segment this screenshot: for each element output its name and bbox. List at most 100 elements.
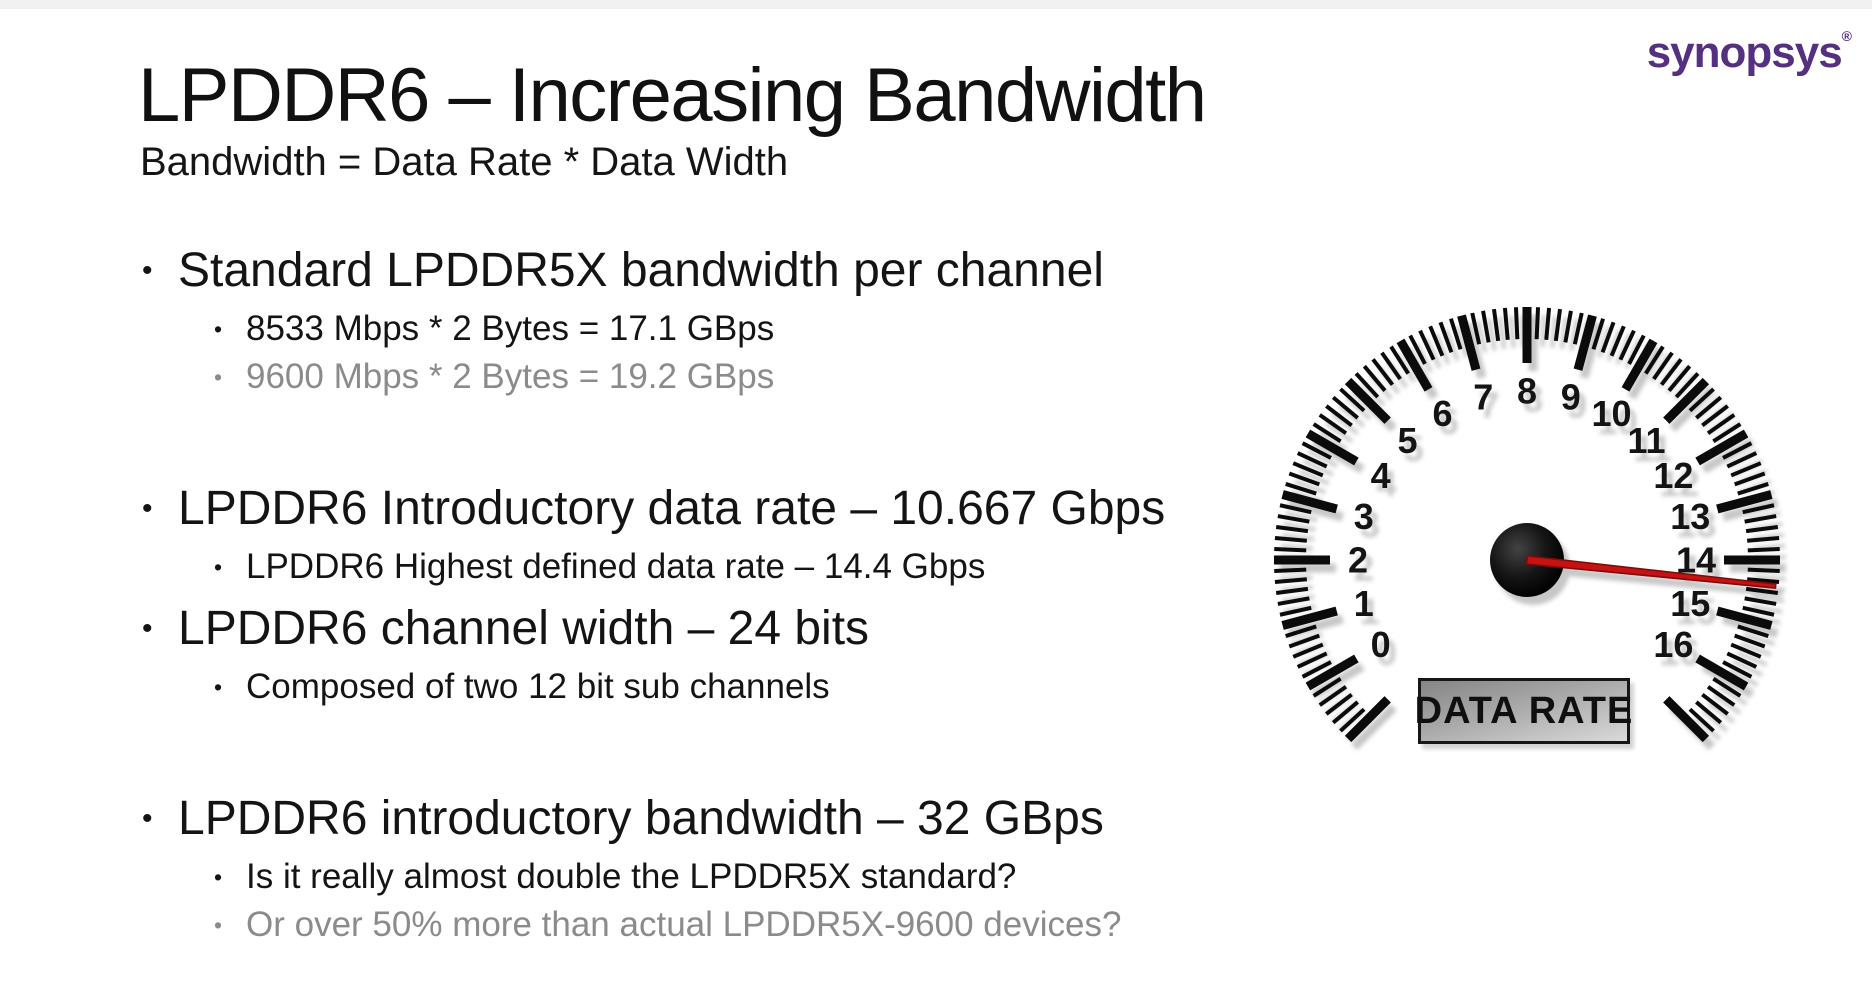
gauge-major-tick	[1716, 606, 1773, 630]
gauge-label: DATA RATE	[1414, 689, 1634, 732]
gauge-minor-tick	[1627, 334, 1646, 365]
gauge-minor-tick	[1695, 700, 1723, 725]
gauge-minor-tick	[1513, 307, 1520, 340]
gauge-minor-tick	[1292, 461, 1324, 478]
sub-bullet-icon: •	[214, 316, 223, 342]
bullet-section: • Standard LPDDR5X bandwidth per channel •…	[142, 243, 1282, 401]
gauge-minor-tick	[1746, 577, 1780, 585]
gauge-tick-label: 13	[1670, 496, 1710, 537]
gauge-minor-tick	[1745, 586, 1779, 596]
gauge-minor-tick	[1274, 535, 1308, 543]
gauge-tick-label: 8	[1517, 371, 1537, 412]
bullet-text: LPDDR6 introductory bandwidth – 32 GBps	[178, 792, 1104, 845]
page-subtitle: Bandwidth = Data Rate * Data Width	[140, 140, 789, 184]
gauge-minor-tick	[1544, 307, 1552, 341]
bullet-group: • LPDDR6 Introductory data rate – 10.667 …	[142, 481, 1282, 591]
gauge-tick-label: 6	[1432, 393, 1452, 434]
gauge-minor-tick	[1274, 577, 1308, 585]
sub-bullet-icon: •	[214, 554, 223, 580]
gauge-minor-tick	[1502, 307, 1510, 341]
gauge-minor-tick	[1730, 642, 1762, 659]
gauge-minor-tick	[1674, 372, 1700, 399]
gauge-major-tick	[1716, 490, 1773, 514]
gauge-minor-tick	[1744, 514, 1777, 524]
sub-bullet-text: Is it really almost double the LPDDR5X s…	[246, 857, 1017, 896]
gauge-minor-tick	[1491, 308, 1501, 342]
gauge-minor-tick	[1744, 596, 1777, 606]
gauge-minor-tick	[1722, 660, 1753, 679]
registered-trademark-icon: ®	[1841, 28, 1852, 44]
bullet-item: • LPDDR6 channel width – 24 bits	[142, 601, 1282, 657]
bullet-item: • LPDDR6 introductory bandwidth – 32 GBps	[142, 791, 1282, 847]
page-title: LPDDR6 – Increasing Bandwidth	[138, 53, 1207, 138]
gauge-minor-tick	[1667, 364, 1692, 392]
gauge-minor-tick	[1285, 624, 1317, 638]
gauge-minor-tick	[1737, 624, 1769, 638]
gauge-minor-tick	[1609, 325, 1626, 357]
gauge-tick-label: 7	[1473, 376, 1493, 417]
sub-bullet-list: • LPDDR6 Highest defined data rate – 14.4…	[142, 543, 1282, 591]
gauge-minor-tick	[1600, 321, 1616, 354]
gauge-minor-tick	[1572, 312, 1584, 345]
gauge-minor-tick	[1318, 685, 1348, 707]
gauge-minor-tick	[1339, 707, 1366, 733]
sub-bullet-text: 8533 Mbps * 2 Bytes = 17.1 GBps	[246, 309, 775, 348]
gauge-minor-tick	[1312, 677, 1342, 698]
gauge-tick-label: 9	[1561, 376, 1581, 417]
gauge-minor-tick	[1279, 605, 1312, 617]
gauge-tick-label: 16	[1653, 624, 1693, 665]
gauge-major-tick	[1457, 314, 1481, 371]
gauge-major-tick	[1344, 696, 1391, 743]
gauge-minor-tick	[1301, 660, 1332, 679]
sub-bullet-text: Composed of two 12 bit sub channels	[246, 667, 830, 706]
slide-top-edge	[0, 0, 1872, 9]
bullet-icon: •	[142, 254, 153, 287]
gauge-minor-tick	[1418, 329, 1436, 361]
sub-bullet-icon: •	[214, 674, 223, 700]
gauge-tick-label: 11	[1627, 420, 1665, 461]
gauge-major-tick	[1621, 338, 1658, 392]
gauge-minor-tick	[1730, 461, 1762, 478]
gauge-minor-tick	[1301, 441, 1332, 460]
gauge-tick-label: 4	[1371, 455, 1391, 496]
gauge-major-tick	[1695, 429, 1749, 466]
gauge-major-tick	[1663, 696, 1710, 743]
sub-bullet-icon: •	[214, 864, 223, 890]
gauge-minor-tick	[1288, 471, 1321, 487]
gauge-minor-tick	[1746, 535, 1780, 543]
gauge-minor-tick	[1742, 605, 1775, 617]
gauge-minor-tick	[1354, 372, 1380, 399]
gauge-needle	[1525, 555, 1777, 589]
gauge-minor-tick	[1325, 404, 1353, 428]
gauge-minor-tick	[1701, 404, 1729, 428]
gauge-minor-tick	[1296, 451, 1328, 469]
gauge-major-tick	[1305, 429, 1359, 466]
gauge-minor-tick	[1470, 312, 1482, 345]
gauge-minor-tick	[1428, 325, 1445, 357]
gauge-minor-tick	[1701, 692, 1729, 716]
gauge-tick-label: 15	[1670, 583, 1710, 624]
bullet-group: • LPDDR6 introductory bandwidth – 32 GBps…	[142, 791, 1282, 949]
gauge-minor-tick	[1438, 321, 1454, 354]
gauge-minor-tick	[1275, 524, 1309, 534]
gauge-minor-tick	[1274, 546, 1307, 553]
gauge-major-tick	[1663, 377, 1710, 424]
sub-bullet-item: • 9600 Mbps * 2 Bytes = 19.2 GBps	[214, 353, 1282, 401]
gauge-minor-tick	[1339, 387, 1366, 413]
gauge-minor-tick	[1362, 364, 1387, 392]
sub-bullet-list: • Is it really almost double the LPDDR5X …	[142, 853, 1282, 949]
gauge-minor-tick	[1695, 395, 1723, 420]
gauge-tick-label: 3	[1354, 496, 1374, 537]
bullet-item: • Standard LPDDR5X bandwidth per channel	[142, 243, 1282, 299]
gauge-tick-label: 1	[1354, 583, 1374, 624]
gauge-minor-tick	[1659, 358, 1683, 386]
gauge-minor-tick	[1747, 546, 1780, 553]
gauge-minor-tick	[1644, 345, 1665, 375]
gauge-tick-label: 10	[1591, 393, 1631, 434]
sub-bullet-item: • Is it really almost double the LPDDR5X …	[214, 853, 1282, 901]
gauge-minor-tick	[1288, 633, 1321, 649]
gauge-minor-tick	[1726, 651, 1758, 669]
gauge-minor-tick	[1285, 482, 1317, 496]
gauge-major-tick	[1573, 314, 1597, 371]
